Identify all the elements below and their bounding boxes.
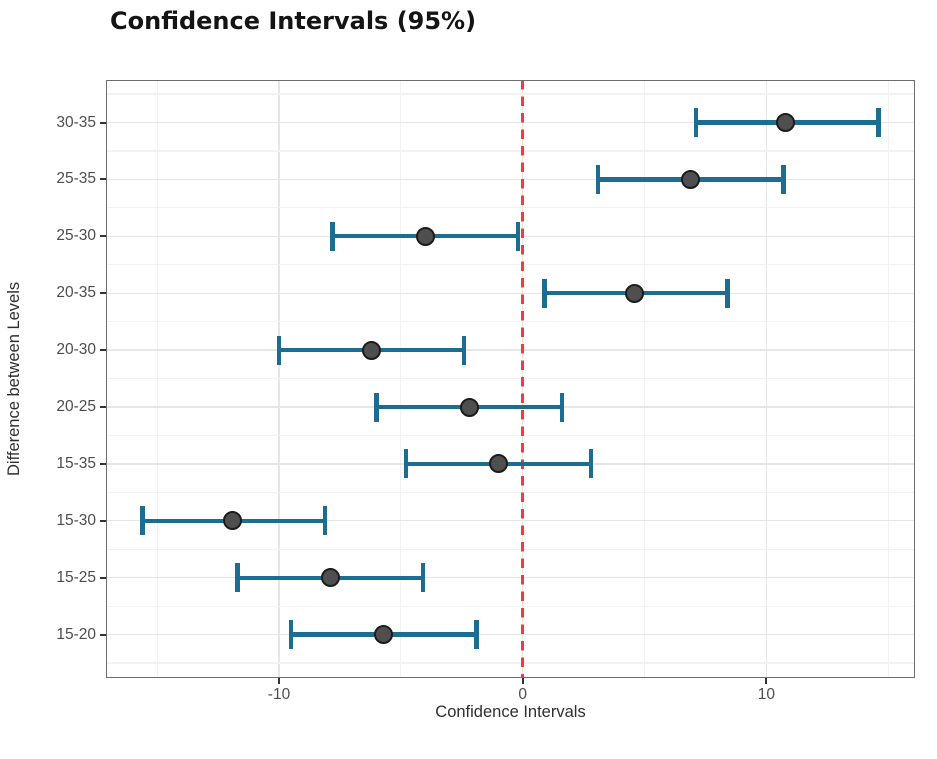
plot-panel	[106, 80, 915, 678]
y-tick-label: 25-35	[56, 170, 96, 188]
y-tick-label: 30-35	[56, 113, 96, 131]
interval-cap-right	[559, 392, 564, 422]
y-tick-label: 15-25	[56, 568, 96, 586]
gridline-y-minor	[106, 207, 915, 209]
interval-cap-left	[596, 164, 601, 194]
gridline-y-minor	[106, 93, 915, 95]
interval-cap-right	[876, 108, 881, 137]
y-tick-label: 15-30	[56, 511, 96, 529]
zero-reference-line	[521, 80, 524, 678]
gridline-y-major	[106, 349, 915, 351]
point-estimate	[625, 283, 645, 303]
point-estimate	[223, 511, 243, 531]
chart-title: Confidence Intervals (95%)	[110, 7, 477, 35]
x-tick-mark	[521, 678, 524, 684]
y-tick-mark	[100, 349, 106, 352]
point-estimate	[459, 397, 479, 417]
interval-cap-left	[693, 108, 698, 137]
gridline-y-minor	[106, 264, 915, 266]
point-estimate	[415, 226, 435, 246]
y-tick-mark	[100, 121, 106, 124]
interval-cap-right	[474, 620, 479, 650]
interval-cap-right	[462, 335, 467, 365]
y-tick-label: 25-30	[56, 227, 96, 245]
interval-cap-left	[140, 506, 145, 536]
interval-cap-left	[403, 449, 408, 479]
point-estimate	[374, 625, 394, 645]
interval-cap-left	[289, 620, 294, 650]
interval-cap-left	[276, 335, 282, 365]
gridline-y-minor	[106, 548, 915, 550]
point-estimate	[776, 113, 796, 132]
interval-cap-right	[515, 221, 520, 251]
gridline-y-major	[106, 577, 915, 579]
x-tick-label: 0	[518, 686, 527, 703]
point-estimate	[362, 340, 382, 360]
interval-cap-left	[235, 563, 240, 593]
interval-cap-left	[542, 278, 547, 308]
interval-cap-right	[588, 449, 594, 479]
interval-cap-right	[781, 164, 786, 194]
gridline-y-minor	[106, 434, 915, 437]
interval-cap-left	[374, 392, 379, 422]
point-estimate	[488, 454, 508, 474]
y-tick-mark	[100, 462, 106, 465]
x-axis-title: Confidence Intervals	[435, 703, 586, 721]
y-tick-mark	[100, 292, 106, 295]
x-tick-mark	[765, 678, 768, 684]
x-tick-label: 10	[757, 686, 775, 703]
y-tick-label: 15-35	[56, 454, 96, 472]
interval-cap-right	[323, 506, 328, 536]
x-tick-mark	[278, 678, 280, 684]
gridline-y-minor	[106, 605, 915, 607]
y-tick-mark	[100, 406, 106, 408]
gridline-y-major	[106, 520, 915, 522]
gridline-y-major	[106, 633, 915, 636]
y-tick-mark	[100, 235, 106, 238]
x-tick-label: -10	[267, 686, 291, 703]
interval-cap-right	[725, 278, 730, 308]
gridline-y-major	[106, 178, 915, 181]
y-tick-mark	[100, 178, 106, 181]
gridline-y-major	[106, 121, 915, 124]
point-estimate	[320, 568, 340, 588]
interval-cap-left	[330, 221, 335, 251]
y-tick-label: 20-30	[56, 341, 96, 359]
point-estimate	[681, 169, 701, 189]
y-tick-mark	[100, 576, 106, 579]
gridline-y-minor	[106, 150, 915, 152]
y-tick-label: 20-35	[56, 284, 96, 302]
gridline-y-minor	[106, 377, 915, 380]
y-tick-label: 15-20	[56, 625, 96, 643]
gridline-y-major	[106, 292, 915, 294]
y-tick-mark	[100, 519, 106, 522]
gridline-y-minor	[106, 321, 915, 323]
y-tick-mark	[100, 633, 106, 636]
interval-cap-right	[420, 563, 425, 593]
y-tick-label: 20-25	[56, 398, 96, 415]
gridline-y-minor	[106, 662, 915, 664]
gridline-y-minor	[106, 491, 915, 493]
